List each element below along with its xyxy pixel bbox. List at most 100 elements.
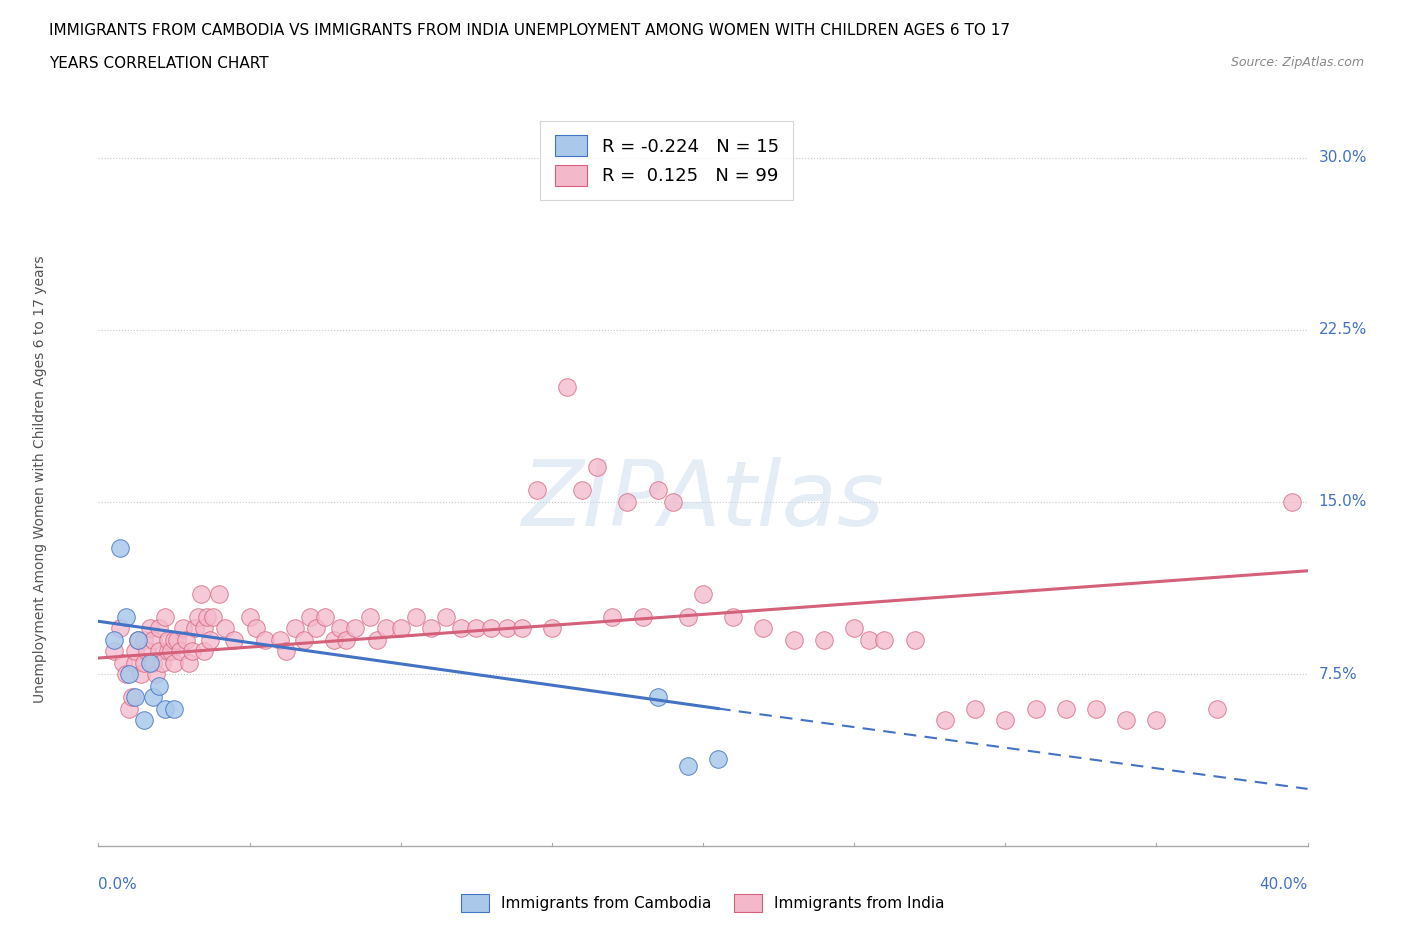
Point — [193, 620, 215, 635]
Point — [239, 609, 262, 624]
Point — [208, 586, 231, 601]
Point — [114, 609, 136, 624]
Point — [190, 586, 212, 601]
Point — [389, 620, 412, 635]
Point — [172, 620, 194, 635]
Point — [139, 620, 162, 635]
Point — [723, 609, 745, 624]
Point — [135, 644, 157, 658]
Point — [1206, 701, 1229, 716]
Text: Source: ZipAtlas.com: Source: ZipAtlas.com — [1230, 56, 1364, 69]
Point — [214, 620, 236, 635]
Point — [274, 644, 297, 658]
Point — [103, 632, 125, 647]
Point — [193, 644, 215, 658]
Point — [335, 632, 357, 647]
Point — [202, 609, 225, 624]
Point — [163, 701, 186, 716]
Legend: Immigrants from Cambodia, Immigrants from India: Immigrants from Cambodia, Immigrants fro… — [456, 888, 950, 918]
Text: 7.5%: 7.5% — [1319, 667, 1357, 682]
Point — [121, 690, 143, 705]
Point — [127, 632, 149, 647]
Point — [245, 620, 267, 635]
Point — [813, 632, 835, 647]
Point — [160, 644, 183, 658]
Point — [145, 667, 167, 682]
Point — [108, 540, 131, 555]
Point — [510, 620, 533, 635]
Point — [616, 495, 638, 510]
Point — [647, 690, 669, 705]
Point — [965, 701, 987, 716]
Point — [994, 712, 1017, 727]
Point — [374, 620, 396, 635]
Point — [195, 609, 218, 624]
Point — [132, 656, 155, 671]
Text: Unemployment Among Women with Children Ages 6 to 17 years: Unemployment Among Women with Children A… — [34, 255, 48, 703]
Point — [434, 609, 457, 624]
Point — [329, 620, 352, 635]
Point — [181, 644, 204, 658]
Point — [169, 644, 191, 658]
Text: IMMIGRANTS FROM CAMBODIA VS IMMIGRANTS FROM INDIA UNEMPLOYMENT AMONG WOMEN WITH : IMMIGRANTS FROM CAMBODIA VS IMMIGRANTS F… — [49, 23, 1010, 38]
Point — [661, 495, 683, 510]
Point — [844, 620, 866, 635]
Point — [132, 712, 155, 727]
Point — [124, 644, 146, 658]
Point — [299, 609, 322, 624]
Point — [586, 460, 609, 475]
Point — [174, 632, 197, 647]
Point — [752, 620, 775, 635]
Text: ZIPAtlas: ZIPAtlas — [522, 457, 884, 545]
Point — [540, 620, 562, 635]
Point — [602, 609, 624, 624]
Point — [253, 632, 276, 647]
Point — [1085, 701, 1108, 716]
Point — [571, 483, 593, 498]
Point — [904, 632, 927, 647]
Point — [111, 656, 134, 671]
Point — [103, 644, 125, 658]
Point — [420, 620, 443, 635]
Legend: R = -0.224   N = 15, R =  0.125   N = 99: R = -0.224 N = 15, R = 0.125 N = 99 — [540, 121, 793, 200]
Point — [873, 632, 896, 647]
Point — [142, 690, 165, 705]
Point — [323, 632, 346, 647]
Point — [555, 379, 578, 394]
Point — [187, 609, 209, 624]
Point — [631, 609, 654, 624]
Point — [858, 632, 880, 647]
Point — [184, 620, 207, 635]
Text: YEARS CORRELATION CHART: YEARS CORRELATION CHART — [49, 56, 269, 71]
Point — [156, 644, 179, 658]
Point — [1281, 495, 1303, 510]
Point — [481, 620, 503, 635]
Text: 22.5%: 22.5% — [1319, 322, 1367, 338]
Point — [156, 632, 179, 647]
Point — [360, 609, 382, 624]
Point — [124, 690, 146, 705]
Point — [108, 620, 131, 635]
Point — [118, 701, 141, 716]
Text: 30.0%: 30.0% — [1319, 150, 1367, 165]
Point — [166, 632, 188, 647]
Point — [292, 632, 315, 647]
Text: 0.0%: 0.0% — [98, 877, 138, 892]
Text: 15.0%: 15.0% — [1319, 495, 1367, 510]
Point — [163, 632, 186, 647]
Point — [148, 678, 170, 693]
Point — [224, 632, 246, 647]
Text: 40.0%: 40.0% — [1260, 877, 1308, 892]
Point — [526, 483, 548, 498]
Point — [148, 620, 170, 635]
Point — [647, 483, 669, 498]
Point — [163, 656, 186, 671]
Point — [118, 667, 141, 682]
Point — [284, 620, 307, 635]
Point — [129, 667, 152, 682]
Point — [366, 632, 388, 647]
Point — [676, 609, 699, 624]
Point — [114, 667, 136, 682]
Point — [707, 751, 730, 766]
Point — [450, 620, 472, 635]
